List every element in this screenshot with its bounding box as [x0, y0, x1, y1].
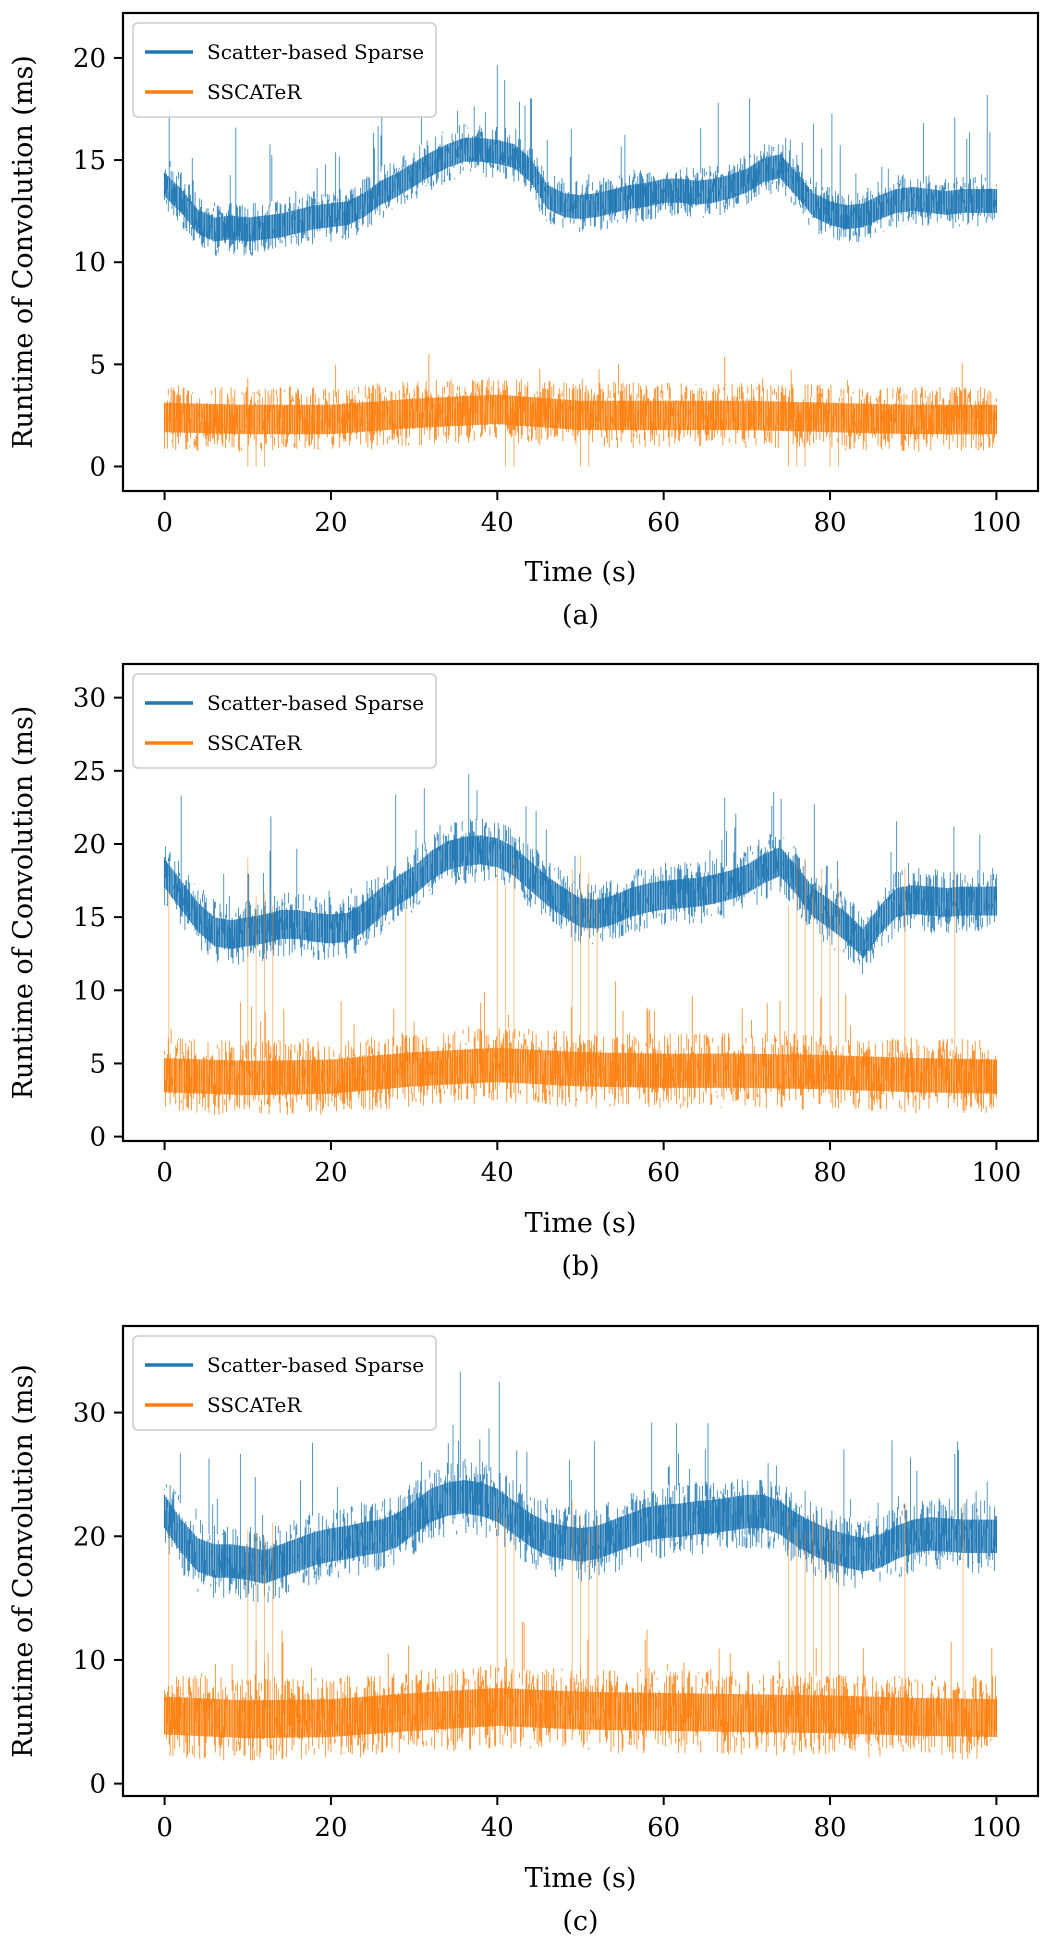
y-tick-label: 5 — [89, 1049, 106, 1079]
x-tick-label: 20 — [314, 508, 347, 538]
legend-entry-label: SSCATeR — [207, 80, 302, 104]
y-tick-label: 15 — [73, 146, 106, 176]
x-tick-label: 40 — [481, 1813, 514, 1843]
y-tick-label: 30 — [73, 684, 106, 714]
legend-entry-label: SSCATeR — [207, 1393, 302, 1417]
y-tick-label: 0 — [89, 452, 106, 482]
y-axis-label: Runtime of Convolution (ms) — [8, 1364, 39, 1758]
y-tick-label: 20 — [73, 1522, 106, 1552]
x-tick-label: 80 — [813, 508, 846, 538]
y-tick-label: 5 — [89, 350, 106, 380]
plot-frame — [121, 1324, 1040, 1798]
plot-frame — [121, 11, 1040, 493]
y-tick-label: 0 — [89, 1770, 106, 1800]
x-tick-label: 20 — [314, 1158, 347, 1188]
series-spikes — [168, 1499, 964, 1720]
chart-panel-b: 0 20 40 60 80 100 0 5 10 15 20 25 30 Time (s) Runtime … — [8, 662, 1040, 1282]
y-tick-label: 10 — [73, 1646, 106, 1676]
y-tick-label: 10 — [73, 976, 106, 1006]
x-tick-label: 60 — [647, 508, 680, 538]
y-tick-label: 10 — [73, 248, 106, 278]
legend-box — [132, 22, 437, 118]
legend: Scatter-based Sparse SSCATeR — [132, 1335, 437, 1431]
legend-entry-label: SSCATeR — [207, 731, 302, 755]
x-tick-label: 0 — [156, 508, 173, 538]
x-tick-label: 0 — [156, 1158, 173, 1188]
series-band-scatter-based-sparse — [163, 137, 998, 242]
series-spikes — [168, 855, 956, 1079]
legend-entry-label: Scatter-based Sparse — [207, 40, 424, 64]
plot-frame — [121, 662, 1040, 1143]
x-tick-label: 60 — [647, 1158, 680, 1188]
chart-panel-c: 0 20 40 60 80 100 0 10 20 30 Time (s) Runtime of Co… — [8, 1324, 1040, 1937]
x-tick-label: 100 — [972, 1158, 1022, 1188]
series-dropouts — [247, 409, 839, 467]
x-tick-label: 40 — [481, 508, 514, 538]
y-tick-label: 20 — [73, 830, 106, 860]
x-tick-label: 60 — [647, 1813, 680, 1843]
chart-panel-a: 0 20 40 60 80 100 0 5 10 15 20 Time (s) Runtime of C… — [8, 11, 1040, 631]
y-tick-label: 15 — [73, 903, 106, 933]
x-tick-label: 100 — [972, 1813, 1022, 1843]
panel-caption: (b) — [561, 1251, 599, 1282]
y-tick-label: 0 — [89, 1123, 106, 1153]
legend: Scatter-based Sparse SSCATeR — [132, 22, 437, 118]
x-axis-label: Time (s) — [525, 557, 637, 588]
legend-box — [132, 1335, 437, 1431]
legend: Scatter-based Sparse SSCATeR — [132, 673, 437, 769]
y-tick-label: 30 — [73, 1399, 106, 1429]
x-axis-label: Time (s) — [525, 1863, 637, 1894]
y-axis-label: Runtime of Convolution (ms) — [8, 55, 39, 449]
legend-entry-label: Scatter-based Sparse — [207, 1353, 424, 1377]
panel-caption: (c) — [562, 1906, 598, 1937]
x-tick-label: 0 — [156, 1813, 173, 1843]
x-tick-label: 80 — [813, 1158, 846, 1188]
x-tick-label: 20 — [314, 1813, 347, 1843]
y-tick-label: 20 — [73, 44, 106, 74]
y-tick-label: 25 — [73, 757, 106, 787]
panel-caption: (a) — [562, 600, 599, 631]
legend-box — [132, 673, 437, 769]
x-axis-label: Time (s) — [525, 1208, 637, 1239]
x-tick-label: 100 — [972, 508, 1022, 538]
x-tick-label: 80 — [813, 1813, 846, 1843]
y-axis-label: Runtime of Convolution (ms) — [8, 706, 39, 1100]
x-tick-label: 40 — [481, 1158, 514, 1188]
legend-entry-label: Scatter-based Sparse — [207, 691, 424, 715]
